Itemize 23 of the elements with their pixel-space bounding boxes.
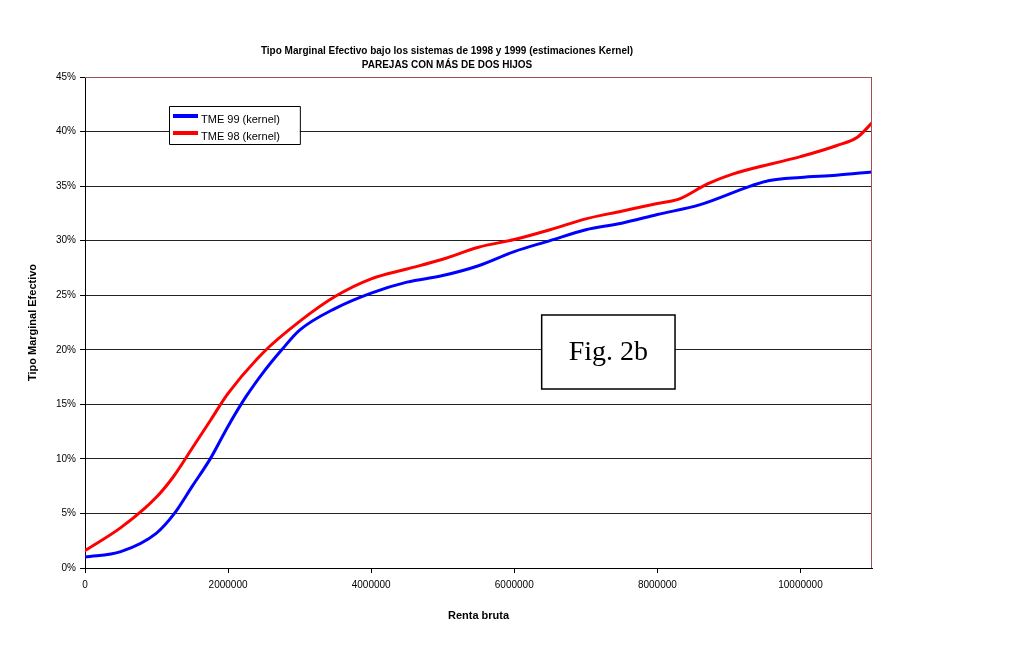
y-tick-label: 30% bbox=[55, 234, 77, 246]
y-tick-label: 20% bbox=[55, 343, 77, 355]
x-tick-label: 10000000 bbox=[778, 578, 824, 590]
y-tick-label: 0% bbox=[61, 561, 77, 573]
x-tick-label: 2000000 bbox=[208, 578, 248, 590]
y-tick-label: 40% bbox=[55, 125, 77, 137]
chart-title: Tipo Marginal Efectivo bajo los sistemas de 1998 y 1999 (estimaciones Kernel) bbox=[260, 44, 634, 56]
legend-label: TME 99 (kernel) bbox=[201, 113, 280, 126]
y-tick-label: 15% bbox=[55, 398, 77, 410]
x-tick-label: 8000000 bbox=[637, 578, 678, 590]
y-tick-label: 10% bbox=[55, 452, 77, 464]
y-tick-label: 35% bbox=[55, 179, 77, 191]
annotation: Fig. 2b bbox=[568, 335, 649, 367]
y-tick-label: 25% bbox=[55, 288, 77, 300]
x-tick-label: 4000000 bbox=[351, 578, 392, 590]
y-axis-title: Tipo Marginal Efectivo bbox=[25, 263, 38, 382]
chart-subtitle: PAREJAS CON MÁS DE DOS HIJOS bbox=[361, 57, 533, 70]
legend-label: TME 98 (kernel) bbox=[201, 130, 280, 143]
y-tick-label: 5% bbox=[61, 507, 77, 519]
x-tick-label: 6000000 bbox=[494, 578, 535, 590]
x-tick-label: 0 bbox=[82, 578, 89, 590]
x-axis-title: Renta bruta bbox=[447, 609, 510, 622]
y-tick-label: 45% bbox=[55, 70, 77, 82]
